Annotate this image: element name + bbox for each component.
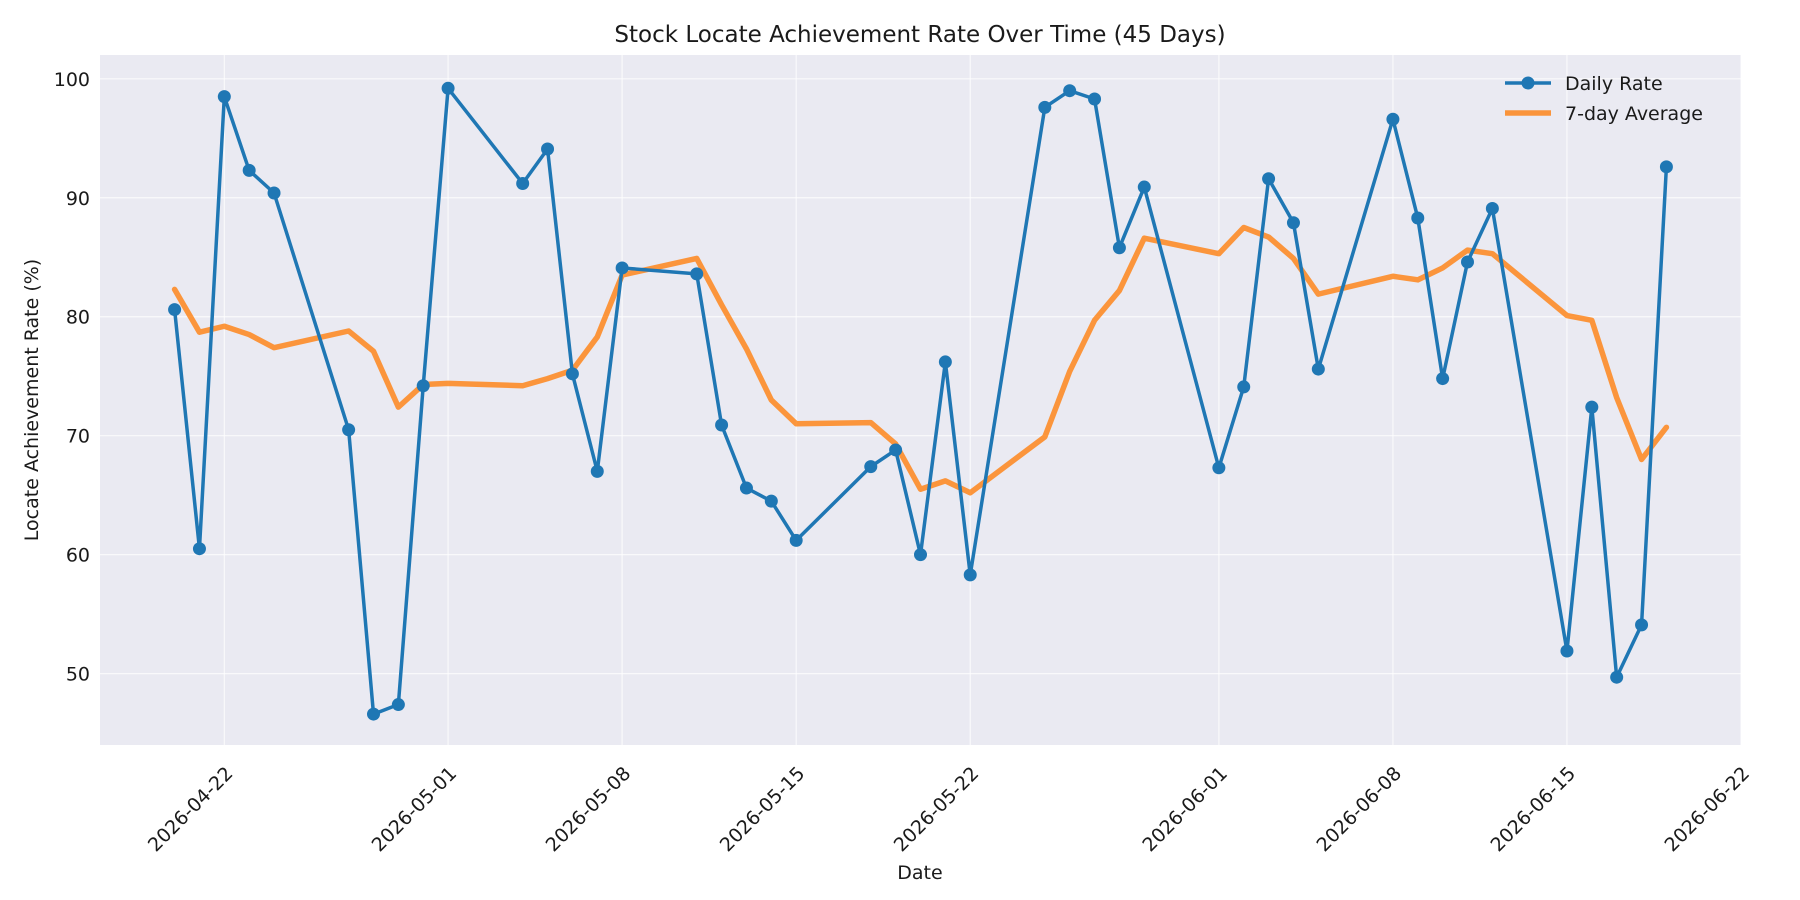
data-point <box>1585 400 1599 414</box>
y-axis-ticks: 50 60 70 80 90 100 <box>54 69 90 686</box>
data-point <box>516 176 530 190</box>
data-point <box>1560 644 1574 658</box>
x-tick-label: 2026-06-01 <box>1138 763 1232 857</box>
data-point <box>1436 372 1450 386</box>
x-axis-label: Date <box>897 862 942 884</box>
data-point <box>864 460 878 474</box>
y-tick-label: 60 <box>66 545 90 567</box>
plot-area <box>100 55 1741 745</box>
data-point <box>367 707 380 721</box>
data-point <box>1386 112 1400 126</box>
x-tick-label: 2026-04-22 <box>144 763 238 857</box>
data-point <box>416 379 430 393</box>
data-point <box>342 423 356 437</box>
x-tick-label: 2026-05-08 <box>542 763 636 857</box>
y-tick-label: 90 <box>66 188 90 210</box>
data-point <box>1411 211 1425 225</box>
data-point <box>739 481 753 495</box>
series-layer <box>168 81 1673 721</box>
data-point <box>1112 241 1126 255</box>
x-axis-ticks: 2026-04-22 2026-05-01 2026-05-08 2026-05-15… <box>144 763 1754 857</box>
data-point <box>441 81 455 95</box>
data-point <box>1461 255 1474 269</box>
data-point <box>1262 172 1276 186</box>
x-tick-label: 2026-05-01 <box>368 763 462 857</box>
chart-title: Stock Locate Achievement Rate Over Time … <box>614 22 1225 48</box>
data-point <box>1237 380 1251 394</box>
7-day-average-line <box>171 224 1670 496</box>
data-point <box>192 542 206 556</box>
x-tick-label: 2026-05-22 <box>890 763 984 857</box>
data-point <box>1063 84 1077 98</box>
data-point <box>1088 92 1102 106</box>
x-tick-label: 2026-06-15 <box>1486 763 1580 857</box>
grid <box>100 55 1742 745</box>
y-tick-label: 70 <box>66 426 90 448</box>
data-point <box>217 90 231 104</box>
y-tick-label: 100 <box>54 69 90 91</box>
data-point <box>565 367 579 381</box>
data-point <box>938 355 952 369</box>
legend-label-7-day-average: 7-day Average <box>1565 103 1703 125</box>
y-tick-label: 50 <box>66 664 90 686</box>
data-point <box>764 494 778 508</box>
legend-label-daily-rate: Daily Rate <box>1565 73 1663 95</box>
data-point <box>391 698 405 712</box>
legend: Daily Rate 7-day Average <box>1505 73 1703 125</box>
data-point <box>914 548 927 562</box>
data-point <box>168 303 182 317</box>
x-tick-label: 2026-05-15 <box>716 763 810 857</box>
data-point <box>1635 618 1649 632</box>
data-point <box>1610 670 1624 684</box>
data-point <box>1137 180 1151 194</box>
data-point <box>889 443 903 457</box>
data-point <box>242 163 256 177</box>
data-point <box>1659 160 1673 174</box>
data-point <box>963 568 977 582</box>
y-axis-label: Locate Achievement Rate (%) <box>21 259 43 541</box>
data-point <box>715 418 729 432</box>
data-point <box>789 533 803 547</box>
data-point <box>267 186 281 200</box>
data-point <box>615 261 629 275</box>
data-point <box>1311 362 1325 376</box>
y-tick-label: 80 <box>66 307 90 329</box>
data-point <box>590 464 604 478</box>
data-point <box>541 142 555 156</box>
data-point <box>690 267 704 281</box>
data-point <box>1485 201 1499 215</box>
data-point <box>1038 100 1052 114</box>
data-point <box>1212 461 1226 475</box>
x-tick-label: 2026-06-08 <box>1312 763 1406 857</box>
x-tick-label: 2026-06-22 <box>1661 763 1755 857</box>
data-point <box>1286 216 1300 230</box>
legend-marker-daily-rate <box>1521 76 1535 90</box>
